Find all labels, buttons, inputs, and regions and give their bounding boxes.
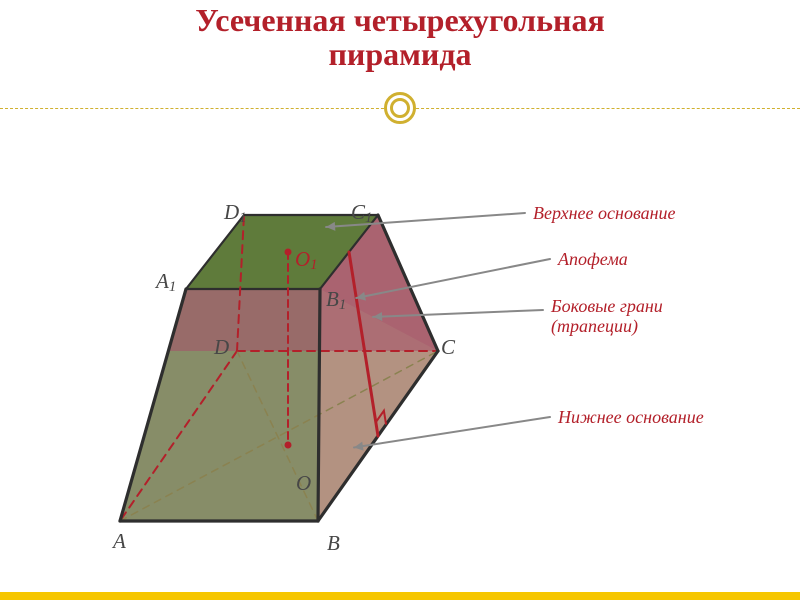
- vertex-label-A1: A1: [156, 269, 176, 294]
- annotation-apothem: Апофема: [558, 249, 628, 270]
- vertex-label-C1: C1: [351, 200, 372, 225]
- vertex-label-O1: O1: [295, 247, 318, 272]
- vertex-label-B: B: [327, 531, 340, 556]
- vertex-label-D1: D1: [224, 200, 247, 225]
- vertex-label-B1: B1: [326, 287, 346, 312]
- frustum-diagram: [0, 0, 800, 600]
- vertex-label-A: A: [113, 529, 126, 554]
- annotation-side-faces2: (трапеции): [551, 316, 638, 337]
- annotation-top-base: Верхнее основание: [533, 203, 676, 224]
- annotation-bottom-base: Нижнее основание: [558, 407, 704, 428]
- vertex-label-C: C: [441, 335, 455, 360]
- annotation-side-faces1: Боковые грани: [551, 296, 663, 317]
- bottom-bar: [0, 592, 800, 600]
- vertex-label-O: O: [296, 471, 311, 496]
- vertex-label-D: D: [214, 335, 229, 360]
